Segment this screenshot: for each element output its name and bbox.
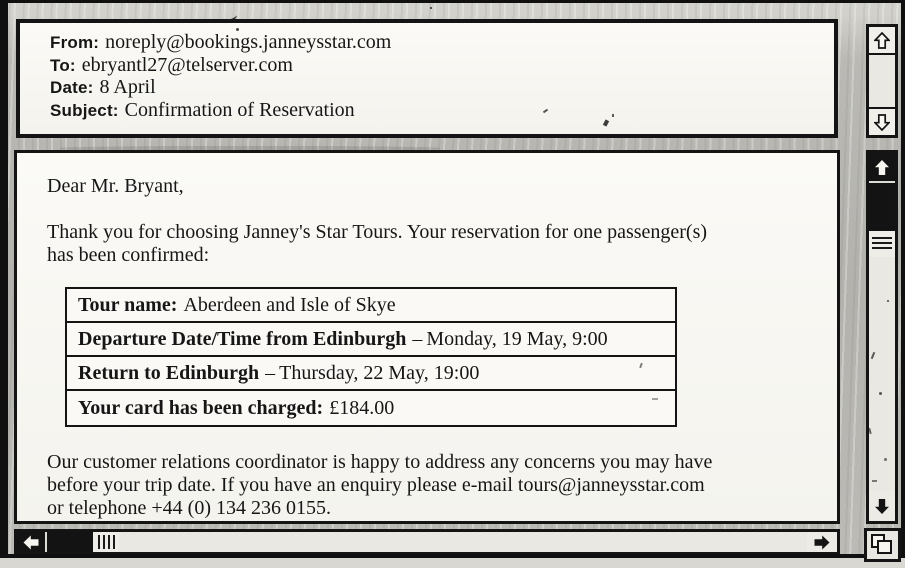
message-body-pane: Dear Mr. Bryant, Thank you for choosing … [14, 150, 840, 524]
body-scroll-thumb[interactable] [869, 231, 895, 257]
body-scrollbar[interactable] [866, 150, 898, 524]
body-scroll-lower-track[interactable] [869, 257, 895, 491]
table-row-departure: Departure Date/Time from Edinburgh – Monda… [67, 323, 675, 357]
intro-line: Thank you for choosing Janney's Star Tou… [47, 221, 708, 243]
grow-box-icon [877, 540, 892, 554]
row-label: Return to Edinburgh [78, 361, 260, 384]
header-field-date: Date: 8 April [50, 76, 824, 100]
row-value: Monday, 19 May, 9:00 [426, 327, 608, 350]
window-resize-grow-box[interactable] [864, 528, 901, 562]
up-arrow-icon [874, 31, 890, 49]
h-scroll-left-track [17, 532, 93, 552]
body-scroll-down-button[interactable] [869, 491, 895, 521]
footer-paragraph: Our customer relations coordinator is ha… [47, 451, 827, 520]
reservation-table: Tour name: Aberdeen and Isle of Skye Depa… [65, 287, 677, 427]
table-row-charged: Your card has been charged: £184.00 [67, 391, 675, 425]
photo-frame-margin [0, 558, 905, 568]
footer-line: before your trip date. If you have an en… [47, 474, 705, 496]
photo-frame-bottom [0, 554, 905, 558]
subject-value: Confirmation of Reservation [124, 98, 355, 121]
photo-frame-right [901, 0, 905, 568]
row-value: Thursday, 22 May, 19:00 [279, 361, 480, 384]
row-label: Your card has been charged: [78, 396, 324, 419]
header-field-subject: Subject: Confirmation of Reservation [50, 98, 824, 123]
table-row-tour-name: Tour name: Aberdeen and Isle of Skye [67, 289, 675, 323]
thumb-grip-lines [872, 237, 892, 251]
thumb-grip-lines [97, 535, 115, 549]
row-value: Aberdeen and Isle of Skye [183, 293, 396, 316]
row-label: Tour name: [78, 293, 178, 316]
to-value: ebryantl27@telserver.com [81, 53, 293, 76]
subject-label: Subject: [50, 100, 119, 120]
header-scroll-up-button[interactable] [869, 27, 895, 53]
table-row-return: Return to Edinburgh – Thursday, 22 May, 19… [67, 357, 675, 391]
scrollbar-divider [869, 107, 895, 109]
header-scrollbar[interactable] [866, 24, 898, 138]
scrollbar-divider [869, 53, 895, 55]
horizontal-scrollbar[interactable] [14, 529, 840, 555]
header-scroll-track[interactable] [869, 55, 895, 107]
down-arrow-icon [874, 113, 890, 131]
intro-line: has been confirmed: [47, 244, 210, 266]
message-header-pane: From: noreply@bookings.janneysstar.com To… [16, 19, 838, 138]
row-value: £184.00 [329, 396, 395, 419]
date-value: 8 April [99, 76, 156, 98]
row-separator: – [412, 327, 423, 350]
header-scroll-down-button[interactable] [869, 109, 895, 135]
row-label: Departure Date/Time from Edinburgh [78, 327, 407, 350]
right-arrow-icon [814, 535, 830, 549]
left-arrow-icon [23, 535, 39, 549]
to-label: To: [50, 55, 76, 75]
photo-frame-top [0, 0, 905, 3]
h-scroll-right-button[interactable] [807, 532, 837, 552]
scrollbar-divider [869, 181, 895, 183]
row-separator: – [265, 361, 276, 384]
from-value: noreply@bookings.janneysstar.com [105, 31, 392, 53]
header-field-to: To: ebryantl27@telserver.com [50, 53, 824, 78]
header-field-from: From: noreply@bookings.janneysstar.com [50, 31, 824, 55]
h-scroll-thumb[interactable] [93, 532, 119, 552]
h-scroll-right-track[interactable] [119, 532, 807, 552]
date-label: Date: [50, 78, 94, 97]
body-scroll-up-button[interactable] [869, 153, 895, 181]
scrollbar-divider [45, 532, 47, 552]
salutation-text: Dear Mr. Bryant, [47, 175, 184, 197]
h-scroll-left-button[interactable] [17, 532, 45, 552]
up-arrow-icon [875, 159, 889, 175]
scan-noise [430, 7, 432, 9]
photo-frame-left [0, 0, 8, 568]
body-scroll-upper-track [869, 153, 895, 231]
down-arrow-icon [875, 498, 889, 514]
from-label: From: [50, 33, 100, 52]
footer-line: or telephone +44 (0) 134 236 0155. [47, 497, 332, 519]
intro-paragraph: Thank you for choosing Janney's Star Tou… [47, 221, 827, 267]
footer-line: Our customer relations coordinator is ha… [47, 451, 713, 473]
